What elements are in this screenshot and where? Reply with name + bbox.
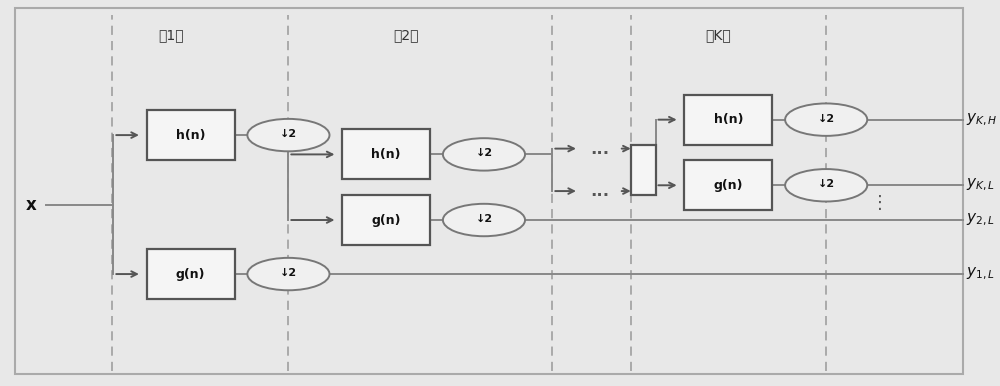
- Text: ...: ...: [590, 182, 609, 200]
- Circle shape: [785, 169, 867, 201]
- Text: ↓2: ↓2: [475, 214, 493, 224]
- Text: ↓2: ↓2: [818, 113, 835, 124]
- Text: ↓2: ↓2: [280, 129, 297, 139]
- Text: $y_{K,H}$: $y_{K,H}$: [966, 112, 998, 128]
- Bar: [147, 249, 235, 299]
- Text: ↓2: ↓2: [280, 268, 297, 278]
- Bar: [684, 95, 772, 145]
- Circle shape: [443, 204, 525, 236]
- Text: g(n): g(n): [371, 213, 401, 227]
- Text: $y_{1,L}$: $y_{1,L}$: [966, 266, 995, 282]
- Text: ↓2: ↓2: [818, 179, 835, 189]
- Text: $y_{K,L}$: $y_{K,L}$: [966, 177, 995, 193]
- Circle shape: [443, 138, 525, 171]
- Text: g(n): g(n): [176, 267, 205, 281]
- Bar: [147, 110, 235, 160]
- Text: ...: ...: [590, 140, 609, 157]
- Text: h(n): h(n): [176, 129, 205, 142]
- Text: 第1层: 第1层: [158, 28, 184, 42]
- Text: g(n): g(n): [714, 179, 743, 192]
- Text: x: x: [26, 196, 37, 213]
- Text: 第K层: 第K层: [706, 28, 732, 42]
- Text: h(n): h(n): [714, 113, 743, 126]
- Circle shape: [247, 119, 329, 151]
- Text: ⋮: ⋮: [871, 194, 889, 212]
- Text: ↓2: ↓2: [475, 148, 493, 158]
- Bar: [342, 195, 430, 245]
- Circle shape: [247, 258, 329, 290]
- Circle shape: [785, 103, 867, 136]
- Bar: [342, 129, 430, 179]
- Text: $y_{2,L}$: $y_{2,L}$: [966, 212, 995, 228]
- Bar: [631, 145, 656, 195]
- Text: h(n): h(n): [371, 148, 401, 161]
- Bar: [684, 160, 772, 210]
- Text: 第2层: 第2层: [393, 28, 419, 42]
